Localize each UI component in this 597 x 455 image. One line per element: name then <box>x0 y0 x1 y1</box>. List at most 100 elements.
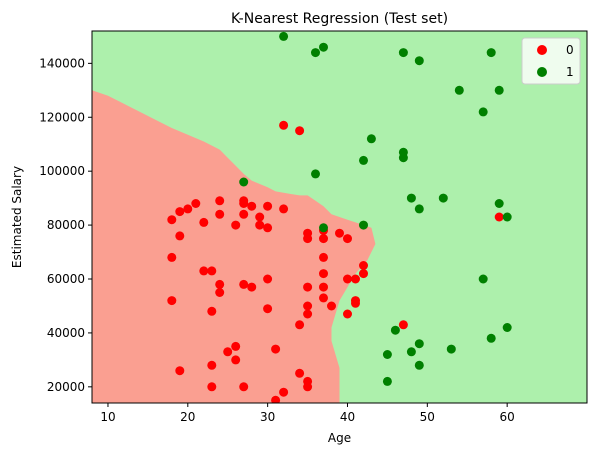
point-class-0 <box>239 279 249 289</box>
point-class-1 <box>502 323 512 332</box>
point-class-1 <box>454 85 464 95</box>
point-class-0 <box>319 234 328 244</box>
x-tick-label: 50 <box>420 410 435 424</box>
point-class-0 <box>343 309 352 319</box>
point-class-1 <box>398 153 408 163</box>
point-class-1 <box>359 155 368 165</box>
point-class-1 <box>279 31 289 41</box>
point-class-0 <box>191 199 201 208</box>
point-class-0 <box>398 320 408 330</box>
point-class-0 <box>247 201 257 211</box>
point-class-0 <box>271 395 281 403</box>
point-class-0 <box>303 376 313 386</box>
y-tick-label: 20000 <box>47 380 85 394</box>
point-class-0 <box>303 282 313 292</box>
point-class-0 <box>303 309 313 319</box>
y-tick-label: 80000 <box>47 218 85 232</box>
y-tick-label: 100000 <box>39 164 85 178</box>
point-class-0 <box>263 304 273 314</box>
point-class-1 <box>486 48 496 58</box>
point-class-0 <box>263 223 273 233</box>
point-class-0 <box>351 274 360 284</box>
point-class-0 <box>239 209 249 219</box>
point-class-0 <box>183 204 193 214</box>
y-tick-label: 60000 <box>47 272 85 286</box>
legend-label-class-0: 0 <box>566 43 574 57</box>
point-class-0 <box>303 234 313 244</box>
point-class-0 <box>207 382 217 392</box>
x-tick-label: 40 <box>340 410 355 424</box>
point-class-1 <box>494 199 504 208</box>
point-class-0 <box>271 344 281 354</box>
point-class-1 <box>502 212 512 222</box>
point-class-1 <box>398 48 408 58</box>
point-class-0 <box>215 196 225 206</box>
point-class-0 <box>359 269 368 279</box>
plot-frame <box>91 30 588 404</box>
x-axis-ticks: 10 20 30 40 50 60 <box>100 403 515 424</box>
point-class-0 <box>175 366 185 376</box>
point-class-1 <box>311 48 320 58</box>
point-class-1 <box>414 360 424 370</box>
point-class-1 <box>446 344 456 354</box>
point-class-0 <box>319 293 328 303</box>
point-class-0 <box>263 274 273 284</box>
point-class-1 <box>406 347 416 357</box>
point-class-0 <box>175 231 185 241</box>
point-class-0 <box>295 320 305 330</box>
y-axis-label: Estimated Salary <box>10 166 24 268</box>
point-class-0 <box>223 347 233 357</box>
point-class-1 <box>319 223 328 233</box>
plot-area <box>92 31 587 403</box>
point-class-1 <box>239 177 249 187</box>
legend-marker-class-1 <box>537 67 547 77</box>
point-class-1 <box>382 350 392 359</box>
point-class-1 <box>478 274 488 284</box>
point-class-0 <box>231 355 241 365</box>
point-class-1 <box>414 56 424 66</box>
point-class-0 <box>295 126 305 136</box>
chart-title: K-Nearest Regression (Test set) <box>231 11 448 27</box>
x-tick-label: 60 <box>500 410 515 424</box>
point-class-1 <box>311 169 320 179</box>
y-axis-ticks: 20000 40000 60000 80000 100000 120000 140000 <box>39 56 92 394</box>
point-class-0 <box>343 274 352 284</box>
point-class-0 <box>215 288 225 297</box>
point-class-1 <box>494 85 504 95</box>
point-class-0 <box>215 279 225 289</box>
point-class-0 <box>167 252 177 262</box>
point-class-1 <box>359 220 368 230</box>
point-class-0 <box>255 220 265 230</box>
point-class-1 <box>366 134 376 144</box>
point-class-1 <box>414 339 424 349</box>
legend-label-class-1: 1 <box>566 65 574 79</box>
y-tick-label: 40000 <box>47 326 85 340</box>
point-class-0 <box>319 252 328 262</box>
point-class-0 <box>167 296 177 306</box>
point-class-1 <box>319 42 328 52</box>
point-class-0 <box>175 207 185 217</box>
point-class-0 <box>255 212 265 222</box>
legend-box <box>521 37 581 85</box>
point-class-1 <box>478 107 488 117</box>
point-class-1 <box>486 333 496 343</box>
point-class-0 <box>279 204 289 214</box>
point-class-0 <box>207 266 217 276</box>
y-tick-label: 120000 <box>39 110 85 124</box>
x-tick-label: 20 <box>180 410 195 424</box>
point-class-0 <box>247 282 257 292</box>
points-layer <box>167 31 512 403</box>
point-class-0 <box>263 201 273 211</box>
point-class-0 <box>343 234 352 244</box>
point-class-1 <box>390 325 400 335</box>
point-class-0 <box>207 306 217 316</box>
point-class-0 <box>279 120 289 130</box>
x-axis-label: Age <box>328 431 351 445</box>
point-class-0 <box>239 196 249 206</box>
point-class-0 <box>231 220 241 230</box>
point-class-0 <box>215 209 225 219</box>
point-class-0 <box>295 368 305 378</box>
y-tick-label: 140000 <box>39 56 85 70</box>
legend-marker-class-0 <box>537 45 547 55</box>
